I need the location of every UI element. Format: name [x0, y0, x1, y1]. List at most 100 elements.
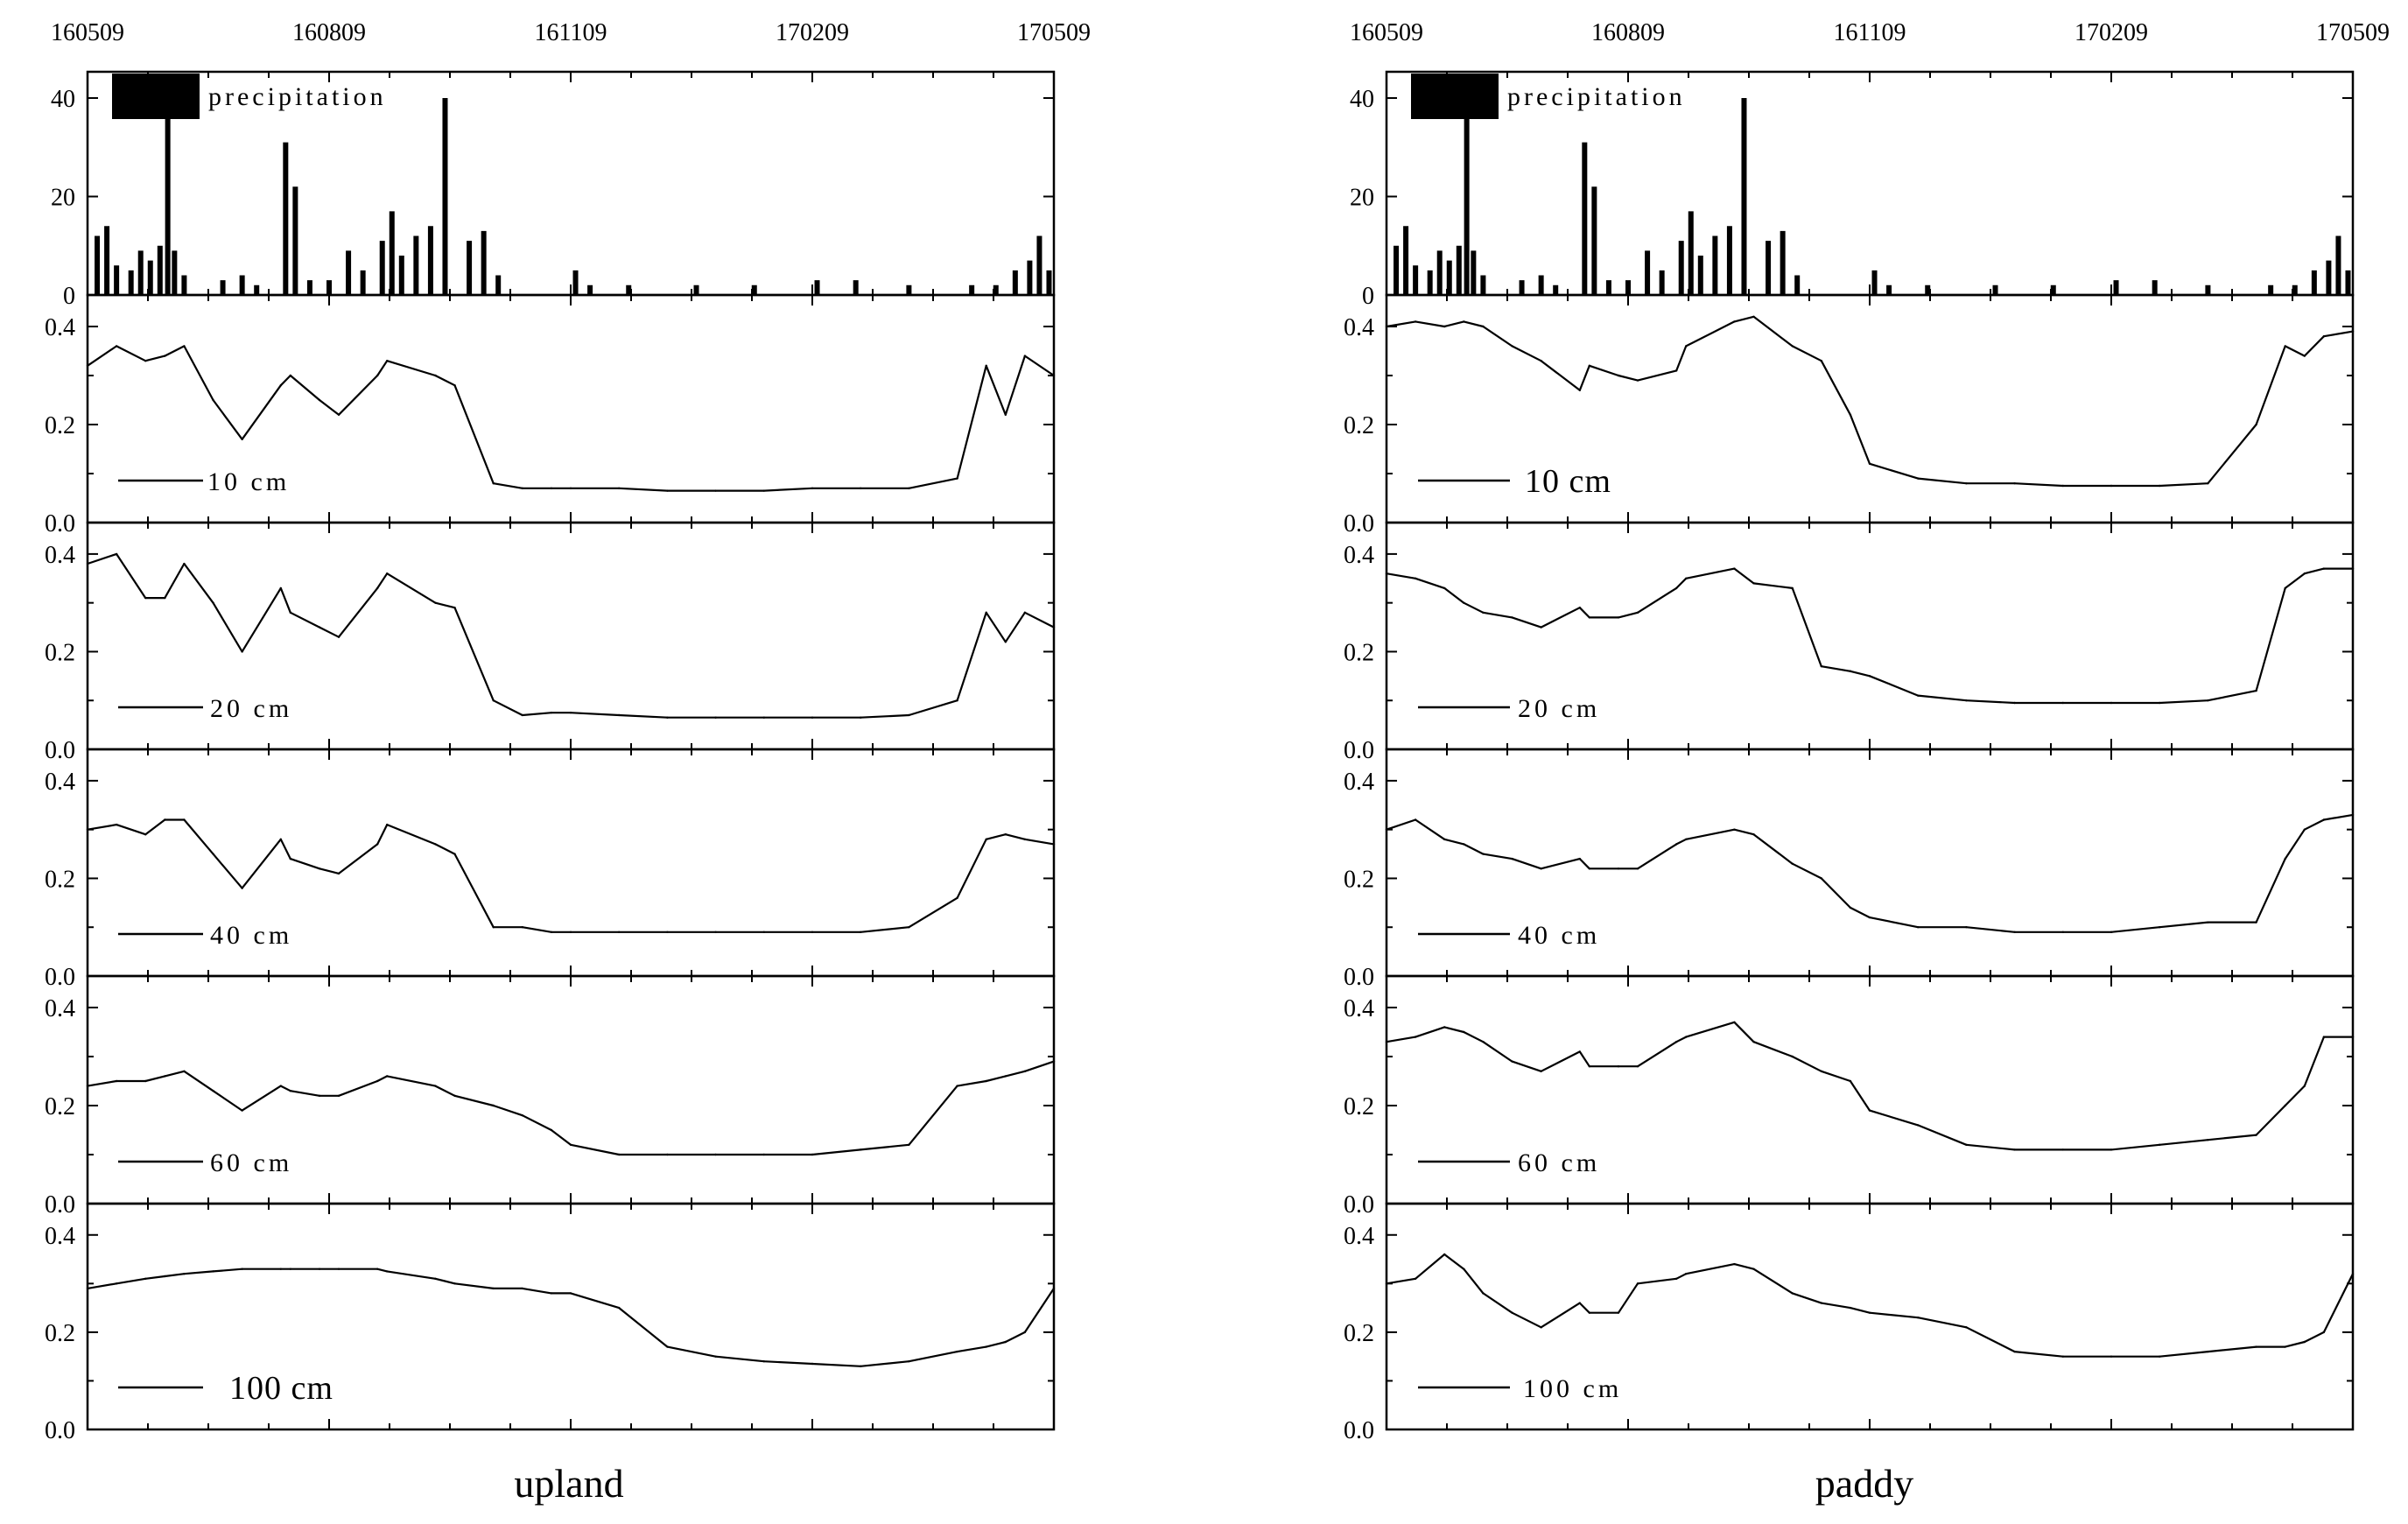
data-point [1385, 325, 1388, 328]
data-point [2255, 1345, 2257, 1348]
data-point [453, 853, 456, 855]
panel-paddy: 160509 160809 161109 170209 170509 0 20 40 preci… [1344, 19, 2390, 1506]
data-point [2351, 1036, 2355, 1038]
data-point [453, 384, 456, 387]
precip-bar [104, 226, 110, 295]
data-point [2303, 355, 2306, 357]
data-point [386, 1270, 389, 1273]
precip-bar [165, 98, 171, 295]
data-point [956, 1085, 958, 1087]
precip-bar [626, 284, 632, 295]
data-point [1463, 320, 1465, 323]
depth-subplot-40cm: 0.0 0.2 0.4 40 cm [45, 748, 1056, 991]
y-tick-label: 0.0 [45, 1191, 75, 1218]
y-tick-label: 0.2 [45, 1093, 75, 1120]
data-point [289, 374, 292, 377]
data-point [1511, 616, 1513, 619]
precip-bar [442, 98, 448, 295]
data-point [1868, 1311, 1871, 1314]
data-point [1820, 664, 1822, 668]
data-point [144, 360, 147, 362]
panel-upland: 160509 160809 161109 170209 170509 0 20 40 preci… [45, 19, 1091, 1506]
data-point [164, 355, 166, 357]
data-point [2284, 1345, 2286, 1348]
data-point [2351, 567, 2355, 570]
y-tick-label: 20 [51, 185, 75, 212]
y-tick-label: 0.0 [45, 510, 75, 537]
data-point [1578, 1050, 1582, 1053]
data-point [183, 345, 186, 348]
data-point [1685, 1036, 1688, 1038]
data-point [1443, 586, 1446, 590]
data-point [569, 931, 572, 934]
data-point [569, 487, 572, 489]
precip-bar [853, 280, 859, 295]
precip-bar [413, 235, 419, 295]
data-point [164, 596, 166, 600]
data-point [2013, 1350, 2016, 1353]
precip-bar [147, 260, 153, 295]
data-point [115, 823, 118, 826]
depth-subplot-60cm: 0.0 0.2 0.4 60 cm [45, 974, 1056, 1218]
precip-bar [1471, 250, 1477, 295]
data-point [2159, 484, 2161, 488]
data-point [212, 1090, 214, 1092]
data-point [212, 601, 214, 604]
precip-bar [114, 265, 120, 295]
data-point [1482, 611, 1485, 615]
data-point [908, 713, 910, 717]
precipitation-subplot: 0 20 40 precipitation [51, 70, 1056, 310]
data-point [337, 413, 340, 416]
data-point [618, 713, 621, 717]
data-point [1588, 867, 1591, 870]
data-point [164, 818, 166, 821]
data-point [1463, 1268, 1465, 1270]
y-tick-label: 0.0 [1344, 1417, 1374, 1444]
data-point [1385, 572, 1388, 575]
data-point [1443, 838, 1446, 841]
data-point [618, 487, 621, 489]
data-point [1849, 413, 1852, 416]
precip-bar [346, 250, 352, 295]
data-point [1675, 586, 1678, 590]
precip-bar [814, 280, 820, 295]
data-point [1443, 1253, 1446, 1256]
data-point [115, 1282, 118, 1285]
data-point [1617, 1311, 1620, 1314]
data-point [183, 562, 186, 565]
data-point [289, 857, 292, 860]
precip-bar [2152, 280, 2158, 295]
data-point [1482, 325, 1485, 328]
data-point [212, 1270, 214, 1273]
data-point [376, 1268, 379, 1270]
series-line-60cm [1386, 1021, 2353, 1151]
data-point [1385, 828, 1388, 831]
precip-bar [157, 245, 163, 295]
data-point [241, 1268, 243, 1270]
data-point [386, 823, 389, 826]
precip-bar [2311, 270, 2317, 295]
data-point [1733, 1262, 1736, 1266]
data-point [2284, 586, 2286, 590]
data-point [1588, 1065, 1591, 1068]
precip-bar [1766, 241, 1772, 295]
data-point [811, 931, 814, 934]
data-point [1578, 857, 1582, 860]
data-point [183, 818, 186, 821]
precip-bar [1625, 280, 1631, 295]
data-point [666, 716, 669, 719]
data-point [1820, 1302, 1822, 1304]
data-point [1636, 379, 1639, 382]
data-point [1540, 1326, 1542, 1329]
data-point [1482, 1292, 1485, 1295]
data-point [1636, 1065, 1639, 1068]
data-point [1733, 320, 1736, 323]
precip-bar [1688, 211, 1694, 295]
data-point [1868, 916, 1871, 919]
data-point [1540, 867, 1542, 870]
data-point [453, 1094, 456, 1098]
data-point [1588, 364, 1591, 367]
data-point [1463, 843, 1465, 846]
data-point [1385, 1041, 1388, 1043]
data-point [1733, 567, 1736, 570]
